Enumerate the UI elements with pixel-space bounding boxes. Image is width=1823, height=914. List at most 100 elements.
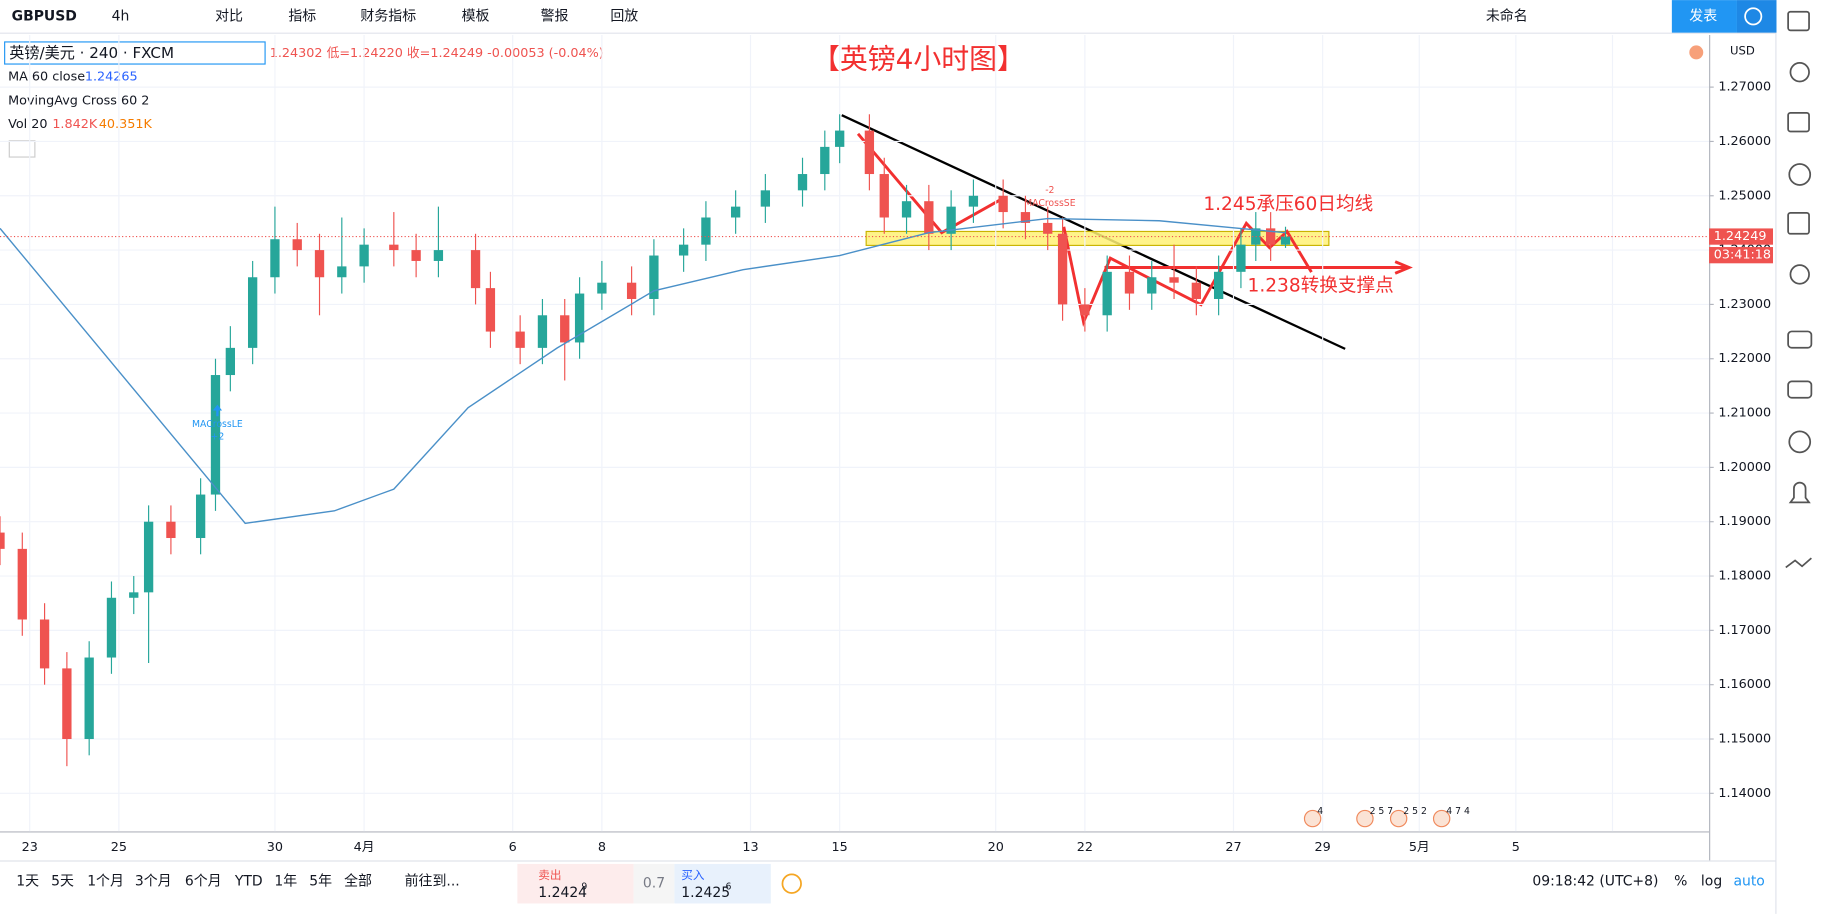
candle-body [879,174,889,218]
currency: USD [1730,44,1755,58]
event-count: 4 7 4 [1446,806,1470,817]
buy-price[interactable]: 1.2425 [681,885,730,901]
candle-body [1280,236,1291,245]
candle-body [411,250,421,261]
event-count: 2 5 2 [1403,806,1427,817]
range-button[interactable]: 6个月 [185,873,222,889]
scale-option[interactable]: % [1674,873,1687,889]
toolbar-item[interactable]: 警报 [541,8,569,24]
countdown: 03:41:18 [1714,248,1771,263]
candle-body [1169,277,1179,283]
candle-body [1213,271,1224,299]
x-tick-label: 6 [509,840,517,855]
candle-body [560,315,570,343]
candle-body [247,277,258,348]
candle-body [1020,212,1031,223]
candle-body [924,201,934,234]
candle-body [17,548,27,620]
candle-body [760,190,771,207]
range-button[interactable]: 1年 [274,873,297,889]
sell-sup: 9 [581,882,587,893]
x-tick-label: 5 [1512,840,1520,855]
candle-body [1147,277,1157,294]
legend-ohlc: 1.24302 低=1.24220 收=1.24249 -0.00053 (-0… [270,46,604,61]
range-button[interactable]: 1天 [16,873,39,889]
sell-price[interactable]: 1.2424 [538,885,587,901]
candle-body [864,130,875,175]
range-button[interactable]: 3个月 [135,873,172,889]
y-tick-label: 1.27000 [1718,80,1771,95]
x-tick-label: 8 [598,840,606,855]
candle-body [0,532,5,549]
candle-body [84,657,94,740]
candle-body [210,375,221,495]
x-tick-label: 22 [1077,840,1093,855]
toolbar-item[interactable]: 模板 [462,8,490,24]
event-badge [1389,809,1408,828]
candle-body [62,668,72,740]
vol-value: 40.351K [99,117,153,132]
countdown-badge [1709,247,1774,264]
candle-body [835,130,845,147]
candle-body [470,250,481,289]
candle-body [1080,304,1090,316]
sell-label[interactable]: 卖出 [538,868,561,882]
range-button[interactable]: 1个月 [87,873,124,889]
strategy-label: MovingAvg Cross 60 2 [8,94,149,109]
candle-body [537,315,548,348]
chart-title: 【英镑4小时图】 [812,43,1025,76]
candle-body [1102,271,1112,316]
candle-body [270,239,280,278]
publish-button[interactable]: 发表 [1689,8,1717,24]
legend-symbol: 英镑/美元 · 240 · FXCM [9,44,174,62]
candle-body [515,331,525,348]
y-tick-label: 1.14000 [1718,786,1771,801]
x-tick-label: 23 [22,840,38,855]
symbol[interactable]: GBPUSD [12,8,77,24]
y-tick-label: 1.17000 [1718,623,1771,638]
toolbar-item[interactable]: 指标 [288,8,316,24]
candle-body [597,282,607,294]
event-count: 2 5 7 [1370,806,1394,817]
candle-body [730,206,741,218]
x-tick-label: 15 [832,840,848,855]
candle-body [998,195,1008,213]
buy-label[interactable]: 买入 [681,868,705,882]
signal-label: MACrossSE [1024,198,1076,209]
x-tick-label: 4月 [354,840,375,855]
vol-value: 1.842K [52,117,98,132]
toolbar-item[interactable]: 对比 [215,8,243,24]
candle-body [485,288,496,332]
range-button[interactable]: 5天 [51,873,74,889]
candle-body [797,174,808,191]
signal-qty: -2 [1045,185,1054,196]
scale-option[interactable]: log [1701,873,1722,889]
event-badge [1356,809,1374,828]
x-tick-label: 29 [1315,840,1331,855]
goto-button[interactable]: 前往到... [405,872,460,889]
interval[interactable]: 4h [112,8,130,24]
event-badge [1303,809,1322,828]
range-button[interactable]: 全部 [344,872,372,889]
candle-body [337,266,347,278]
scale-option[interactable]: auto [1733,873,1764,889]
x-tick-label: 30 [267,840,283,855]
toolbar-item[interactable]: 财务指标 [360,8,416,24]
last-price-label: 1.24249 [1714,229,1767,244]
event-badge [1432,809,1451,828]
toolbar-item[interactable]: 回放 [610,8,638,24]
range-button[interactable]: 5年 [309,873,332,889]
range-button[interactable]: YTD [234,873,263,889]
y-tick-label: 1.26000 [1718,134,1771,149]
candle-body [143,521,154,593]
y-tick-label: 1.23000 [1718,297,1771,312]
candle-body [678,244,689,256]
candle-body [39,619,50,669]
candle-body [225,347,236,376]
candle-body [433,250,444,261]
candle-body [701,217,711,245]
candle-body [129,592,139,598]
y-tick-label: 1.21000 [1718,406,1771,421]
layout-name[interactable]: 未命名 [1486,7,1528,24]
